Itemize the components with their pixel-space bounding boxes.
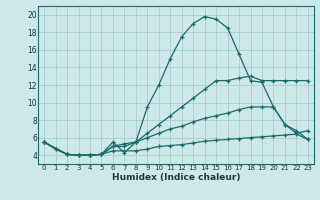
X-axis label: Humidex (Indice chaleur): Humidex (Indice chaleur) (112, 173, 240, 182)
